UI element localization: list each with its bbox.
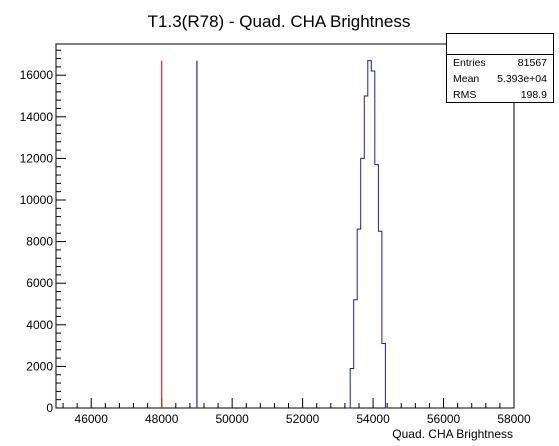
stats-header (447, 34, 553, 55)
y-tick-label: 10000 (20, 193, 54, 207)
x-tick-label: 46000 (75, 412, 109, 426)
x-tick-label: 48000 (145, 412, 179, 426)
histogram-outline (346, 60, 389, 409)
stats-row-mean: Mean 5.393e+04 (447, 71, 553, 87)
stats-value: 81567 (517, 57, 547, 69)
y-tick-label: 16000 (20, 68, 54, 82)
stats-row-rms: RMS 198.9 (447, 87, 553, 103)
x-axis: 46000 48000 50000 52000 54000 56000 58000 (62, 398, 531, 426)
x-tick-label: 58000 (497, 412, 531, 426)
y-tick-label: 8000 (26, 235, 53, 249)
y-tick-label: 6000 (26, 276, 53, 290)
y-tick-label: 12000 (20, 151, 54, 165)
stats-box: Entries 81567 Mean 5.393e+04 RMS 198.9 (446, 33, 554, 103)
y-axis: 0 2000 4000 6000 8000 10000 12000 14000 16000 (20, 49, 66, 415)
reference-lines (161, 60, 198, 408)
stats-label: Mean (453, 73, 480, 85)
x-tick-label: 52000 (286, 412, 320, 426)
x-tick-label: 50000 (215, 412, 249, 426)
y-tick-label: 0 (46, 401, 53, 415)
y-tick-label: 14000 (20, 110, 54, 124)
stats-row-entries: Entries 81567 (447, 55, 553, 71)
chart-title: T1.3(R78) - Quad. CHA Brightness (148, 12, 411, 31)
stats-label: Entries (453, 57, 486, 69)
stats-value: 5.393e+04 (497, 73, 547, 85)
x-axis-label: Quad. CHA Brightness (392, 427, 513, 441)
x-tick-label: 56000 (427, 412, 461, 426)
x-tick-label: 54000 (356, 412, 390, 426)
plot-frame (55, 43, 515, 409)
stats-value: 198.9 (520, 89, 547, 101)
y-tick-label: 4000 (26, 318, 53, 332)
y-tick-label: 2000 (26, 359, 53, 373)
stats-label: RMS (453, 89, 477, 101)
